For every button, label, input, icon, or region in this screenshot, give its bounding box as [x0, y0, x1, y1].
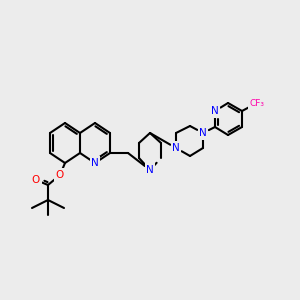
- Text: N: N: [199, 128, 207, 138]
- Text: N: N: [146, 165, 154, 175]
- Text: O: O: [56, 170, 64, 180]
- Text: O: O: [32, 175, 40, 185]
- Text: N: N: [172, 143, 180, 153]
- Text: N: N: [91, 158, 99, 168]
- Text: N: N: [211, 106, 219, 116]
- Text: CF₃: CF₃: [250, 98, 265, 107]
